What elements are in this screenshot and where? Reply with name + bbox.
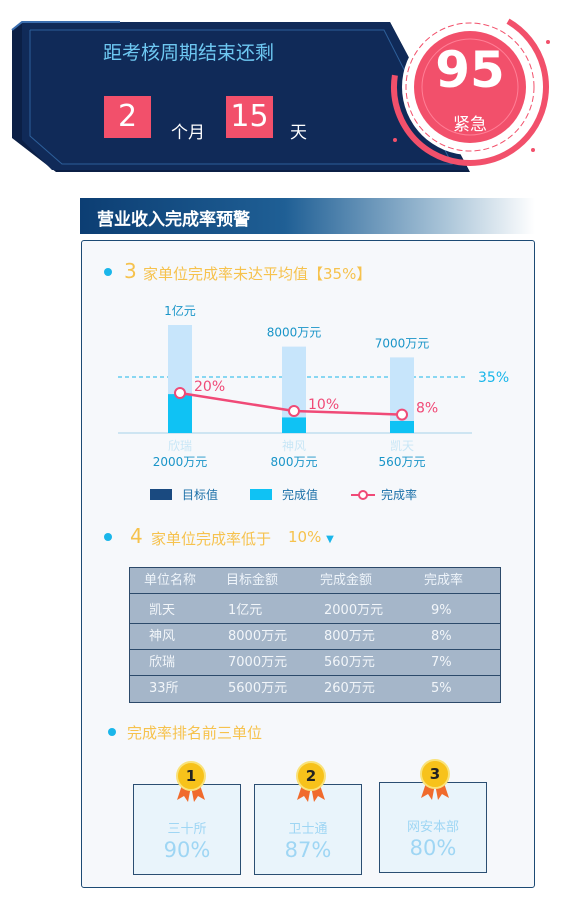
rank-card-1[interactable]	[133, 784, 241, 875]
table-cell: 7000万元	[228, 655, 288, 670]
table-cell: 5600万元	[228, 681, 288, 696]
section-title-bar	[80, 198, 535, 234]
rank-name: 三十所	[167, 822, 207, 837]
table-header-cell: 完成金额	[320, 573, 373, 588]
table-cell: 2000万元	[324, 603, 384, 618]
completed-bar	[282, 417, 306, 433]
below-threshold-table: 单位名称 目标金额 完成金额 完成率 凯天 1亿元 2000万元 9% 神风 8…	[129, 567, 501, 703]
below-average-text: 家单位完成率未达平均值【35%】	[143, 265, 372, 283]
rate-label: 10%	[308, 397, 339, 413]
table-cell: 8000万元	[228, 629, 288, 644]
legend-swatch-rate-dot	[358, 490, 368, 500]
medal-icon: 2	[296, 761, 326, 802]
completed-bar	[168, 394, 192, 433]
table-row[interactable]: 神风 8000万元 800万元 8%	[130, 624, 500, 650]
rate-point	[396, 408, 408, 421]
rank-number: 1	[186, 767, 196, 785]
table-header-cell: 单位名称	[144, 573, 197, 588]
score-value: 95	[435, 41, 505, 99]
legend-label: 目标值	[182, 487, 218, 502]
score-label: 紧急	[453, 115, 487, 135]
medal-icon: 3	[420, 759, 450, 800]
warning-panel	[81, 240, 535, 888]
table-cell: 33所	[149, 681, 179, 696]
caret-down-icon: ▼	[326, 534, 334, 545]
rate-label: 8%	[416, 401, 438, 417]
completed-bar	[390, 421, 414, 433]
medal-icon: 1	[176, 761, 206, 802]
average-label: 35%	[478, 370, 509, 386]
completed-label: 560万元	[379, 455, 426, 469]
legend-label: 完成值	[282, 487, 318, 502]
category-label: 凯天	[390, 439, 414, 453]
table-row[interactable]: 33所 5600万元 260万元 5%	[130, 676, 500, 702]
rank-name: 网安本部	[406, 820, 459, 835]
bullet-dot	[108, 728, 116, 736]
table-cell: 神风	[149, 629, 176, 644]
days-value: 15	[226, 96, 273, 138]
months-value: 2	[104, 96, 151, 138]
target-label: 8000万元	[267, 326, 322, 340]
table-cell: 凯天	[149, 603, 176, 618]
rank-value: 87%	[284, 838, 332, 862]
rank-number: 2	[306, 767, 316, 785]
threshold-value: 10%	[288, 528, 322, 546]
table-row[interactable]: 凯天 1亿元 2000万元 9%	[130, 598, 500, 624]
table-cell: 8%	[431, 629, 452, 644]
table-cell: 260万元	[324, 681, 375, 696]
below-threshold-text: 家单位完成率低于	[151, 530, 272, 548]
below-threshold-count: 4	[130, 524, 143, 548]
rank-number: 3	[430, 765, 440, 783]
completed-label: 2000万元	[153, 455, 208, 469]
table-cell: 800万元	[324, 629, 375, 644]
rank-value: 90%	[163, 838, 211, 862]
rank-value: 80%	[409, 836, 457, 860]
target-label: 1亿元	[164, 303, 196, 318]
legend-swatch-completed	[250, 489, 272, 500]
bullet-dot	[104, 268, 112, 276]
table-cell: 1亿元	[228, 603, 263, 618]
legend-swatch-target	[150, 489, 172, 500]
completed-label: 800万元	[271, 455, 318, 469]
section-title: 营业收入完成率预警	[97, 210, 250, 230]
countdown-title: 距考核周期结束还剩	[103, 42, 275, 64]
table-cell: 9%	[431, 603, 452, 618]
ranking-title: 完成率排名前三单位	[127, 724, 263, 742]
score-badge	[391, 7, 550, 166]
rate-point	[288, 405, 300, 417]
threshold-select[interactable]: 10% ▼	[288, 528, 334, 546]
table-cell: 7%	[431, 655, 452, 670]
rate-point	[174, 387, 186, 399]
table-header-cell: 完成率	[424, 573, 464, 588]
target-label: 7000万元	[375, 336, 430, 350]
rank-name: 卫士通	[288, 822, 328, 837]
rank-card-3[interactable]	[379, 782, 487, 873]
bullet-dot	[104, 533, 112, 541]
category-label: 神风	[282, 439, 306, 453]
table-cell: 欣瑞	[149, 655, 176, 670]
rate-label: 20%	[194, 379, 225, 395]
table-cell: 5%	[431, 681, 452, 696]
days-unit: 天	[290, 123, 307, 143]
months-unit: 个月	[171, 123, 205, 143]
legend-label: 完成率	[381, 487, 417, 502]
table-cell: 560万元	[324, 655, 375, 670]
table-header-row: 单位名称 目标金额 完成金额 完成率	[130, 568, 500, 594]
below-average-count: 3	[124, 259, 137, 283]
table-header-cell: 目标金额	[226, 573, 279, 588]
table-row[interactable]: 欣瑞 7000万元 560万元 7%	[130, 650, 500, 676]
category-label: 欣瑞	[168, 439, 192, 453]
